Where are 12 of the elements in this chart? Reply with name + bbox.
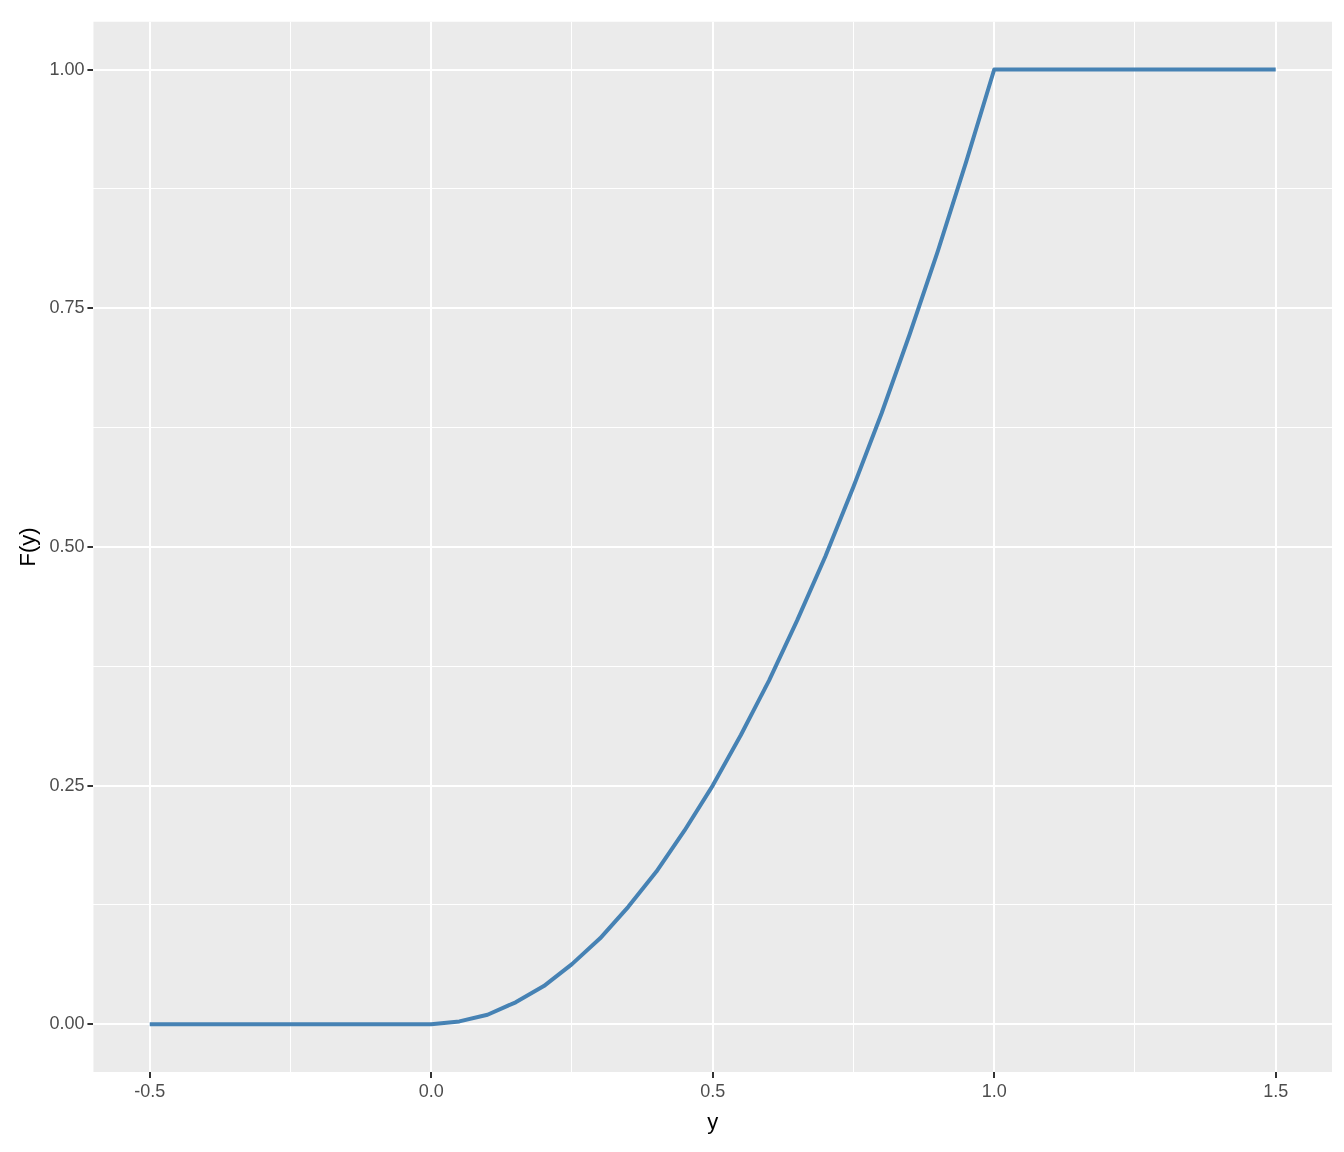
y-tick-label: 0.75 [49, 297, 85, 318]
x-tick-label: 1.5 [1263, 1080, 1289, 1101]
x-tick-label: -0.5 [134, 1080, 166, 1101]
x-tick-label: 0.0 [418, 1080, 444, 1101]
y-tick-label: 0.25 [49, 774, 85, 795]
y-tick-label: 0.50 [49, 535, 85, 556]
y-tick-label: 0.00 [49, 1013, 85, 1034]
x-tick-label: 0.5 [700, 1080, 726, 1101]
x-axis-title: y [707, 1108, 719, 1134]
x-tick-label: 1.0 [981, 1080, 1007, 1101]
y-axis-title: F(y) [15, 527, 41, 567]
y-tick-label: 1.00 [49, 58, 85, 79]
